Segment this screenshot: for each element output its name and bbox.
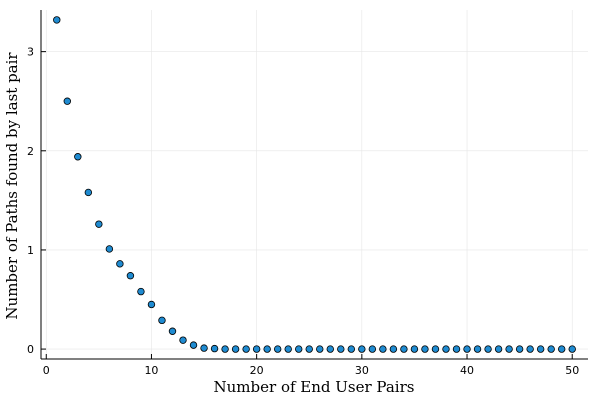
- data-point: [252, 345, 261, 353]
- data-point: [431, 345, 440, 353]
- data-point: [316, 345, 324, 353]
- data-point: [295, 345, 303, 353]
- data-point: [179, 336, 187, 344]
- data-point: [53, 16, 61, 24]
- data-point: [63, 97, 71, 105]
- data-point: [337, 345, 345, 353]
- y-tick-label: 2: [27, 145, 34, 158]
- data-point: [221, 345, 229, 353]
- y-tick-label: 3: [27, 46, 34, 59]
- data-point: [126, 272, 135, 280]
- data-point: [442, 345, 450, 353]
- data-point: [368, 345, 377, 353]
- grid: [41, 10, 588, 359]
- data-point: [284, 345, 292, 353]
- x-tick-label: 0: [43, 364, 50, 377]
- data-point: [526, 345, 534, 353]
- data-points: [53, 16, 576, 353]
- y-tick-label: 0: [27, 343, 34, 356]
- ticks: 0 10 20 30 40 50 0 1 2 3: [27, 46, 579, 377]
- data-point: [505, 345, 513, 353]
- x-tick-label: 20: [250, 364, 264, 377]
- data-point: [389, 345, 398, 353]
- x-tick-label: 40: [460, 364, 474, 377]
- data-point: [536, 345, 545, 353]
- data-point: [410, 345, 419, 353]
- data-point: [358, 345, 366, 353]
- data-point: [547, 345, 555, 353]
- data-point: [305, 345, 313, 353]
- data-point: [558, 345, 566, 353]
- data-point: [515, 345, 524, 353]
- data-point: [242, 345, 250, 353]
- data-point: [347, 345, 356, 353]
- data-point: [326, 345, 334, 353]
- data-point: [200, 344, 208, 352]
- data-point: [147, 300, 156, 309]
- x-tick-label: 50: [565, 364, 579, 377]
- x-tick-label: 30: [355, 364, 369, 377]
- data-point: [263, 345, 271, 353]
- data-point: [494, 345, 503, 353]
- data-point: [568, 345, 576, 353]
- data-point: [116, 260, 124, 268]
- data-point: [137, 287, 145, 296]
- data-point: [158, 316, 166, 325]
- data-point: [231, 345, 240, 353]
- axes: [40, 10, 588, 360]
- data-point: [400, 345, 408, 353]
- data-point: [74, 153, 82, 161]
- data-point: [463, 345, 471, 353]
- y-axis-title: Number of Paths found by last pair: [3, 52, 21, 320]
- data-point: [95, 220, 103, 228]
- data-point: [421, 345, 429, 353]
- y-tick-label: 1: [27, 244, 34, 257]
- data-point: [273, 345, 282, 353]
- x-axis-title: Number of End User Pairs: [214, 378, 415, 396]
- data-point: [105, 245, 114, 253]
- data-point: [168, 327, 177, 335]
- data-point: [84, 188, 93, 197]
- data-point: [473, 345, 482, 353]
- data-point: [484, 345, 492, 353]
- data-point: [189, 341, 198, 349]
- x-tick-label: 10: [144, 364, 158, 377]
- data-point: [210, 344, 219, 353]
- data-point: [379, 345, 387, 353]
- data-point: [452, 345, 461, 353]
